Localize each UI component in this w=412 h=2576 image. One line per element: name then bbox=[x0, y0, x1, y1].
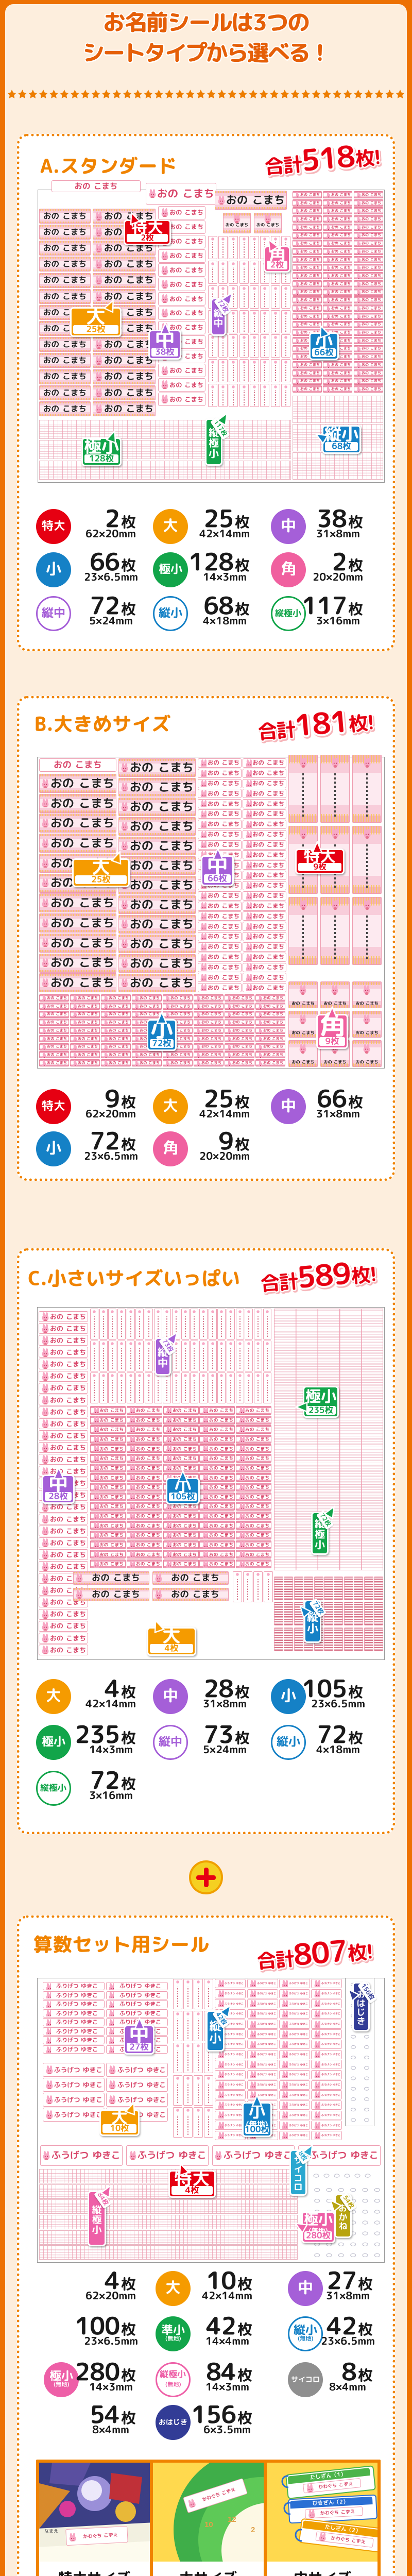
svg-text:12: 12 bbox=[228, 2515, 236, 2524]
svg-text:10: 10 bbox=[204, 2520, 213, 2529]
svg-text:2: 2 bbox=[251, 2526, 255, 2534]
